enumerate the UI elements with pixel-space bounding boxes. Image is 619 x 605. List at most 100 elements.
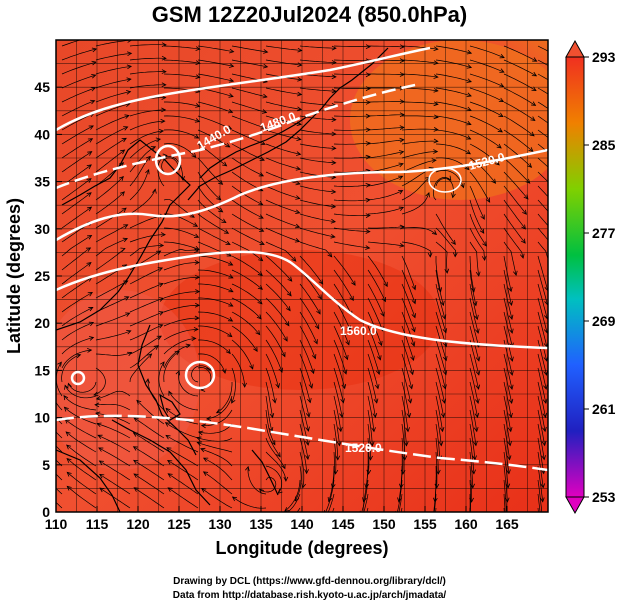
streamline (163, 276, 200, 285)
streamline-arrow (346, 325, 351, 331)
streamline-arrow (475, 356, 481, 362)
streamline (401, 255, 416, 290)
streamline (231, 157, 264, 177)
streamline-arrow (498, 97, 505, 102)
streamline (401, 140, 438, 145)
streamline (435, 45, 472, 54)
streamline-arrow (123, 280, 129, 285)
streamline-arrow (444, 268, 450, 274)
streamline (129, 234, 165, 243)
streamline (333, 381, 343, 418)
streamline (333, 59, 371, 62)
streamline (265, 241, 297, 262)
streamline (401, 115, 438, 118)
streamline (133, 432, 165, 453)
streamline (367, 226, 405, 229)
streamline-arrow (196, 436, 202, 442)
streamline-arrow (466, 135, 472, 140)
streamline (129, 109, 166, 117)
streamline-arrow (472, 301, 478, 307)
y-tick-label: 5 (42, 457, 50, 473)
streamline-arrow (196, 441, 202, 446)
streamline-arrow (194, 134, 200, 139)
streamline-arrow (249, 364, 254, 370)
streamline (333, 156, 370, 159)
streamline (435, 395, 443, 432)
streamline (333, 73, 370, 76)
streamline-arrow (442, 342, 448, 348)
streamline (129, 189, 156, 215)
streamline-arrow (257, 285, 263, 290)
streamline-arrow (227, 317, 234, 322)
streamline (503, 269, 512, 306)
streamline (401, 59, 438, 64)
streamline (147, 379, 165, 411)
streamline (166, 447, 199, 467)
streamline (469, 283, 478, 320)
streamline (163, 227, 199, 238)
streamline (503, 255, 512, 292)
streamline (95, 103, 130, 117)
streamline (265, 423, 281, 457)
streamline-arrow (63, 394, 69, 401)
streamline (56, 401, 63, 411)
streamline (265, 381, 273, 418)
streamline-arrow (261, 109, 268, 114)
streamline (367, 163, 404, 173)
streamline (61, 125, 94, 145)
streamline-arrow (369, 441, 375, 447)
streamline-arrow (399, 125, 405, 130)
streamline (537, 507, 539, 512)
streamline-arrow (281, 352, 286, 358)
streamline-arrow (225, 240, 231, 245)
streamline-arrow (374, 384, 380, 390)
streamline-arrow (124, 296, 130, 301)
streamline (231, 59, 268, 68)
streamline (299, 451, 305, 488)
streamline (537, 381, 546, 418)
streamline (197, 115, 232, 130)
streamline-arrow (531, 71, 538, 77)
streamline-arrow (297, 47, 303, 53)
x-tick-label: 125 (167, 516, 191, 532)
streamline (265, 451, 287, 482)
streamline-arrow (508, 384, 514, 390)
streamline (265, 297, 290, 326)
streamline-arrow (97, 434, 103, 440)
streamline (469, 87, 504, 102)
streamline-arrow (253, 346, 258, 353)
streamline (66, 444, 97, 467)
streamline (231, 255, 263, 276)
streamline (537, 311, 548, 347)
streamline-arrow (95, 411, 101, 417)
streamline-arrow (558, 222, 562, 226)
streamline (168, 487, 199, 509)
streamline-arrow (123, 224, 129, 229)
streamline (503, 451, 509, 488)
streamline-arrow (96, 422, 102, 428)
streamline (231, 241, 263, 261)
streamline-arrow (155, 137, 162, 143)
streamline (299, 255, 323, 285)
streamline (265, 339, 283, 373)
streamline (367, 190, 403, 201)
streamline (178, 370, 199, 397)
streamline (99, 487, 131, 509)
colorbar-tick-label: 253 (592, 489, 616, 505)
streamline-arrow (165, 407, 171, 413)
streamline (197, 59, 234, 67)
streamline-arrow (509, 356, 514, 362)
streamline-arrow (485, 197, 491, 203)
colorbar-tick-label: 285 (592, 137, 616, 153)
streamline (469, 395, 478, 432)
streamline (284, 479, 301, 512)
streamline-arrow (399, 224, 405, 230)
streamline (537, 59, 548, 66)
streamline (163, 129, 199, 139)
streamline-arrow (543, 384, 548, 390)
streamline-arrow (408, 384, 414, 390)
streamline-arrow (433, 87, 439, 93)
streamline-arrow (506, 455, 512, 461)
streamline-arrow (338, 426, 343, 433)
streamline-arrow (474, 314, 479, 321)
